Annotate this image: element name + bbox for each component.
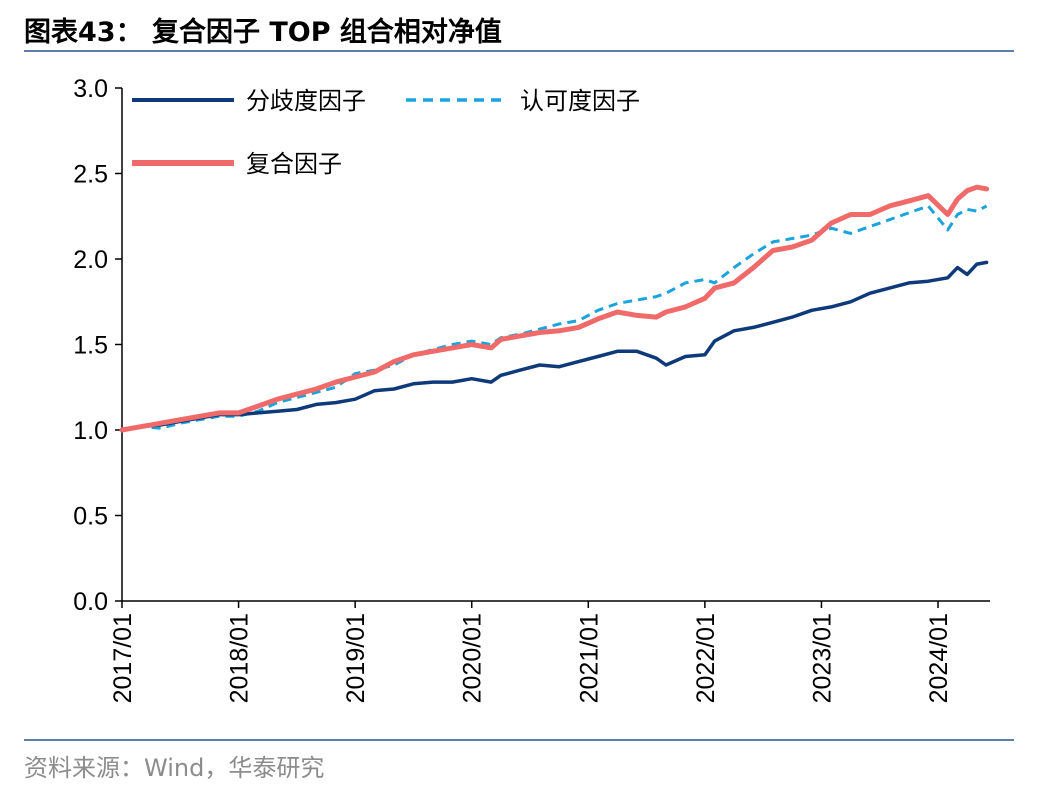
series-line-2 (121, 204, 988, 432)
x-tick-label: 2018/01 (226, 613, 254, 703)
y-tick-label: 0.5 (73, 503, 108, 531)
chart-title: 图表43： 复合因子 TOP 组合相对净值 (24, 17, 502, 48)
x-tick-label: 2020/01 (459, 613, 487, 703)
y-tick-label: 2.5 (73, 161, 108, 189)
y-tick-labels: 0.0 0.5 1.0 1.5 2.0 2.5 3.0 (73, 75, 108, 616)
y-tick-label: 1.5 (73, 332, 108, 360)
series-line-3 (119, 184, 990, 433)
source-divider (24, 739, 1014, 741)
y-tick-label: 1.0 (73, 417, 108, 445)
y-tick-label: 0.0 (73, 588, 108, 616)
title-divider (24, 50, 1014, 52)
series-lines (119, 184, 990, 433)
x-tick-label: 2024/01 (925, 613, 953, 703)
x-tick-label: 2022/01 (692, 613, 720, 703)
series-line-1 (120, 260, 989, 432)
source-note: 资料来源：Wind，华泰研究 (24, 754, 325, 782)
line-chart: 0.0 0.5 1.0 1.5 2.0 2.5 3.0 2017/01 2018/01 2019… (73, 75, 990, 703)
legend-label-3: 复合因子 (246, 150, 342, 178)
legend-label-1: 分歧度因子 (246, 87, 366, 115)
y-tick-label: 3.0 (73, 75, 108, 103)
x-tick-label: 2019/01 (342, 613, 370, 703)
x-tick-label: 2023/01 (808, 613, 836, 703)
legend-label-2: 认可度因子 (520, 87, 640, 115)
x-tick-label: 2021/01 (575, 613, 603, 703)
x-tick-labels: 2017/01 2018/01 2019/01 2020/01 2021/01 2022/… (109, 613, 953, 703)
axes (115, 87, 990, 608)
x-tick-label: 2017/01 (109, 613, 137, 703)
y-tick-label: 2.0 (73, 246, 108, 274)
